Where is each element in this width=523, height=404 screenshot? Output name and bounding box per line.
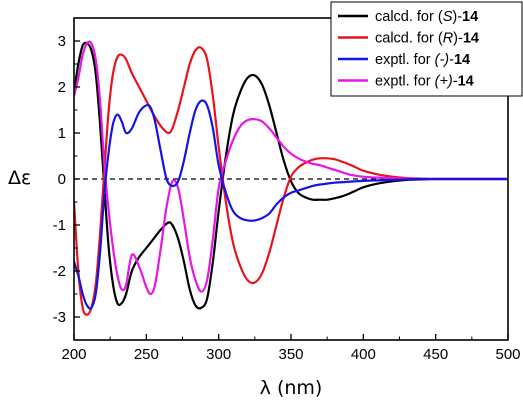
legend-label: exptl. for (+)-14 [375, 74, 474, 90]
legend: calcd. for (S)-14 calcd. for (R)-14 exptl.… [330, 1, 523, 97]
legend-box [330, 1, 523, 97]
series-line-2 [74, 46, 508, 316]
x-axis-title: λ (nm) [260, 377, 323, 399]
x-tick-label: 300 [206, 346, 231, 363]
legend-label: calcd. for (S)-14 [375, 9, 478, 25]
x-axis-ticks: 200 250 300 350 400 450 500 [61, 334, 521, 363]
series-line-4 [74, 40, 508, 296]
series-line-1 [74, 41, 508, 310]
legend-label: exptl. for (-)-14 [375, 52, 470, 68]
y-tick-label: 3 [58, 33, 66, 50]
series-layer [74, 40, 508, 316]
x-tick-label: 350 [278, 346, 303, 363]
y-tick-label: 1 [58, 125, 66, 142]
x-tick-label: 450 [423, 346, 448, 363]
x-tick-label: 200 [61, 346, 86, 363]
y-axis-title: Δε [8, 167, 31, 189]
y-tick-label: -1 [53, 217, 66, 234]
y-tick-label: 0 [58, 171, 66, 188]
series-line-3 [74, 99, 508, 310]
y-tick-label: 2 [58, 79, 66, 96]
legend-label: calcd. for (R)-14 [375, 31, 479, 47]
x-tick-label: 500 [495, 346, 520, 363]
y-tick-label: -3 [53, 309, 66, 326]
x-tick-label: 250 [134, 346, 159, 363]
x-tick-label: 400 [351, 346, 376, 363]
y-axis-ticks: -3 -2 -1 0 1 2 3 [53, 17, 80, 341]
y-tick-label: -2 [53, 263, 66, 280]
